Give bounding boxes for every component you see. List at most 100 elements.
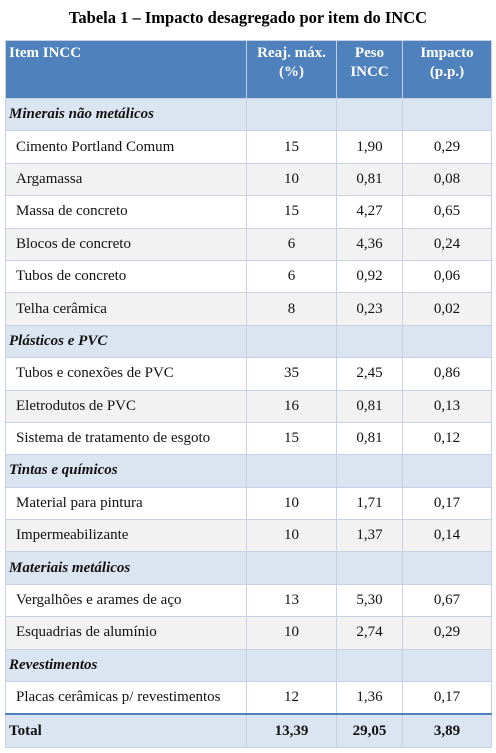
group-row: Minerais não metálicos — [5, 97, 492, 132]
empty-cell — [336, 454, 403, 488]
data-row: Telha cerâmica 8 0,23 0,02 — [5, 292, 492, 326]
value-cell: 10 — [246, 616, 337, 650]
data-row: Placas cerâmicas p/ revestimentos 12 1,36 0… — [5, 681, 492, 715]
data-row: Blocos de concreto 6 4,36 0,24 — [5, 227, 492, 261]
value-cell: 1,71 — [336, 486, 403, 521]
value-cell: 10 — [246, 486, 337, 521]
value-cell: 6 — [246, 259, 337, 294]
value-cell: 13 — [246, 583, 337, 618]
value-cell: 0,17 — [402, 486, 492, 521]
group-name: Tintas e químicos — [5, 454, 247, 488]
empty-cell — [246, 97, 337, 132]
empty-cell — [246, 324, 337, 359]
impact-table: Item INCC Reaj. máx. (%) Peso INCC Impacto … — [5, 40, 492, 748]
value-cell: 10 — [246, 162, 337, 197]
value-cell: 10 — [246, 519, 337, 553]
item-cell: Total — [5, 713, 247, 748]
value-cell: 0,24 — [402, 227, 492, 261]
group-row: Revestimentos — [5, 648, 492, 683]
item-cell: Blocos de concreto — [5, 227, 247, 261]
group-name: Minerais não metálicos — [5, 97, 247, 132]
column-header: Impacto (p.p.) — [402, 40, 492, 99]
value-cell: 15 — [246, 195, 337, 229]
empty-cell — [336, 648, 403, 683]
empty-cell — [402, 454, 492, 488]
item-cell: Tubos de concreto — [5, 259, 247, 294]
value-cell: 4,36 — [336, 227, 403, 261]
item-cell: Cimento Portland Comum — [5, 130, 247, 164]
value-cell: 0,92 — [336, 259, 403, 294]
item-cell: Vergalhões e arames de aço — [5, 583, 247, 618]
item-cell: Massa de concreto — [5, 195, 247, 229]
group-row: Plásticos e PVC — [5, 324, 492, 359]
value-cell: 6 — [246, 227, 337, 261]
value-cell: 0,12 — [402, 421, 492, 456]
empty-cell — [246, 454, 337, 488]
value-cell: 0,06 — [402, 259, 492, 294]
table-head: Item INCC Reaj. máx. (%) Peso INCC Impacto … — [5, 40, 492, 99]
column-header: Item INCC — [5, 40, 247, 99]
value-cell: 15 — [246, 130, 337, 164]
value-cell: 16 — [246, 389, 337, 423]
value-cell: 35 — [246, 357, 337, 391]
value-cell: 3,89 — [402, 713, 492, 748]
value-cell: 0,65 — [402, 195, 492, 229]
value-cell: 5,30 — [336, 583, 403, 618]
empty-cell — [402, 324, 492, 359]
data-row: Vergalhões e arames de aço 13 5,30 0,67 — [5, 583, 492, 618]
data-row: Argamassa 10 0,81 0,08 — [5, 162, 492, 197]
data-row: Cimento Portland Comum 15 1,90 0,29 — [5, 130, 492, 164]
item-cell: Placas cerâmicas p/ revestimentos — [5, 681, 247, 715]
value-cell: 2,45 — [336, 357, 403, 391]
value-cell: 15 — [246, 421, 337, 456]
value-cell: 0,29 — [402, 130, 492, 164]
value-cell: 0,17 — [402, 681, 492, 715]
group-row: Materiais metálicos — [5, 551, 492, 585]
item-cell: Tubos e conexões de PVC — [5, 357, 247, 391]
empty-cell — [336, 97, 403, 132]
item-cell: Esquadrias de alumínio — [5, 616, 247, 650]
value-cell: 1,36 — [336, 681, 403, 715]
group-name: Revestimentos — [5, 648, 247, 683]
value-cell: 0,08 — [402, 162, 492, 197]
value-cell: 0,14 — [402, 519, 492, 553]
data-row: Eletrodutos de PVC 16 0,81 0,13 — [5, 389, 492, 423]
data-row: Massa de concreto 15 4,27 0,65 — [5, 195, 492, 229]
value-cell: 0,13 — [402, 389, 492, 423]
header-row: Item INCC Reaj. máx. (%) Peso INCC Impacto … — [5, 40, 492, 99]
data-row: Esquadrias de alumínio 10 2,74 0,29 — [5, 616, 492, 650]
item-cell: Argamassa — [5, 162, 247, 197]
empty-cell — [402, 551, 492, 585]
value-cell: 0,29 — [402, 616, 492, 650]
value-cell: 0,81 — [336, 421, 403, 456]
empty-cell — [336, 324, 403, 359]
empty-cell — [402, 648, 492, 683]
data-row: Material para pintura 10 1,71 0,17 — [5, 486, 492, 521]
value-cell: 0,81 — [336, 162, 403, 197]
data-row: Tubos e conexões de PVC 35 2,45 0,86 — [5, 357, 492, 391]
data-row: Sistema de tratamento de esgoto 15 0,81 0,1… — [5, 421, 492, 456]
total-row: Total 13,39 29,05 3,89 — [5, 713, 492, 748]
value-cell: 0,81 — [336, 389, 403, 423]
value-cell: 0,02 — [402, 292, 492, 326]
item-cell: Eletrodutos de PVC — [5, 389, 247, 423]
column-header: Reaj. máx. (%) — [246, 40, 337, 99]
empty-cell — [402, 97, 492, 132]
value-cell: 0,86 — [402, 357, 492, 391]
group-name: Plásticos e PVC — [5, 324, 247, 359]
value-cell: 1,90 — [336, 130, 403, 164]
table-title: Tabela 1 – Impacto desagregado por item … — [68, 8, 428, 27]
item-cell: Sistema de tratamento de esgoto — [5, 421, 247, 456]
empty-cell — [336, 551, 403, 585]
group-name: Materiais metálicos — [5, 551, 247, 585]
item-cell: Telha cerâmica — [5, 292, 247, 326]
empty-cell — [246, 648, 337, 683]
item-cell: Impermeabilizante — [5, 519, 247, 553]
value-cell: 8 — [246, 292, 337, 326]
data-row: Impermeabilizante 10 1,37 0,14 — [5, 519, 492, 553]
value-cell: 2,74 — [336, 616, 403, 650]
empty-cell — [246, 551, 337, 585]
value-cell: 12 — [246, 681, 337, 715]
data-row: Tubos de concreto 6 0,92 0,06 — [5, 259, 492, 294]
